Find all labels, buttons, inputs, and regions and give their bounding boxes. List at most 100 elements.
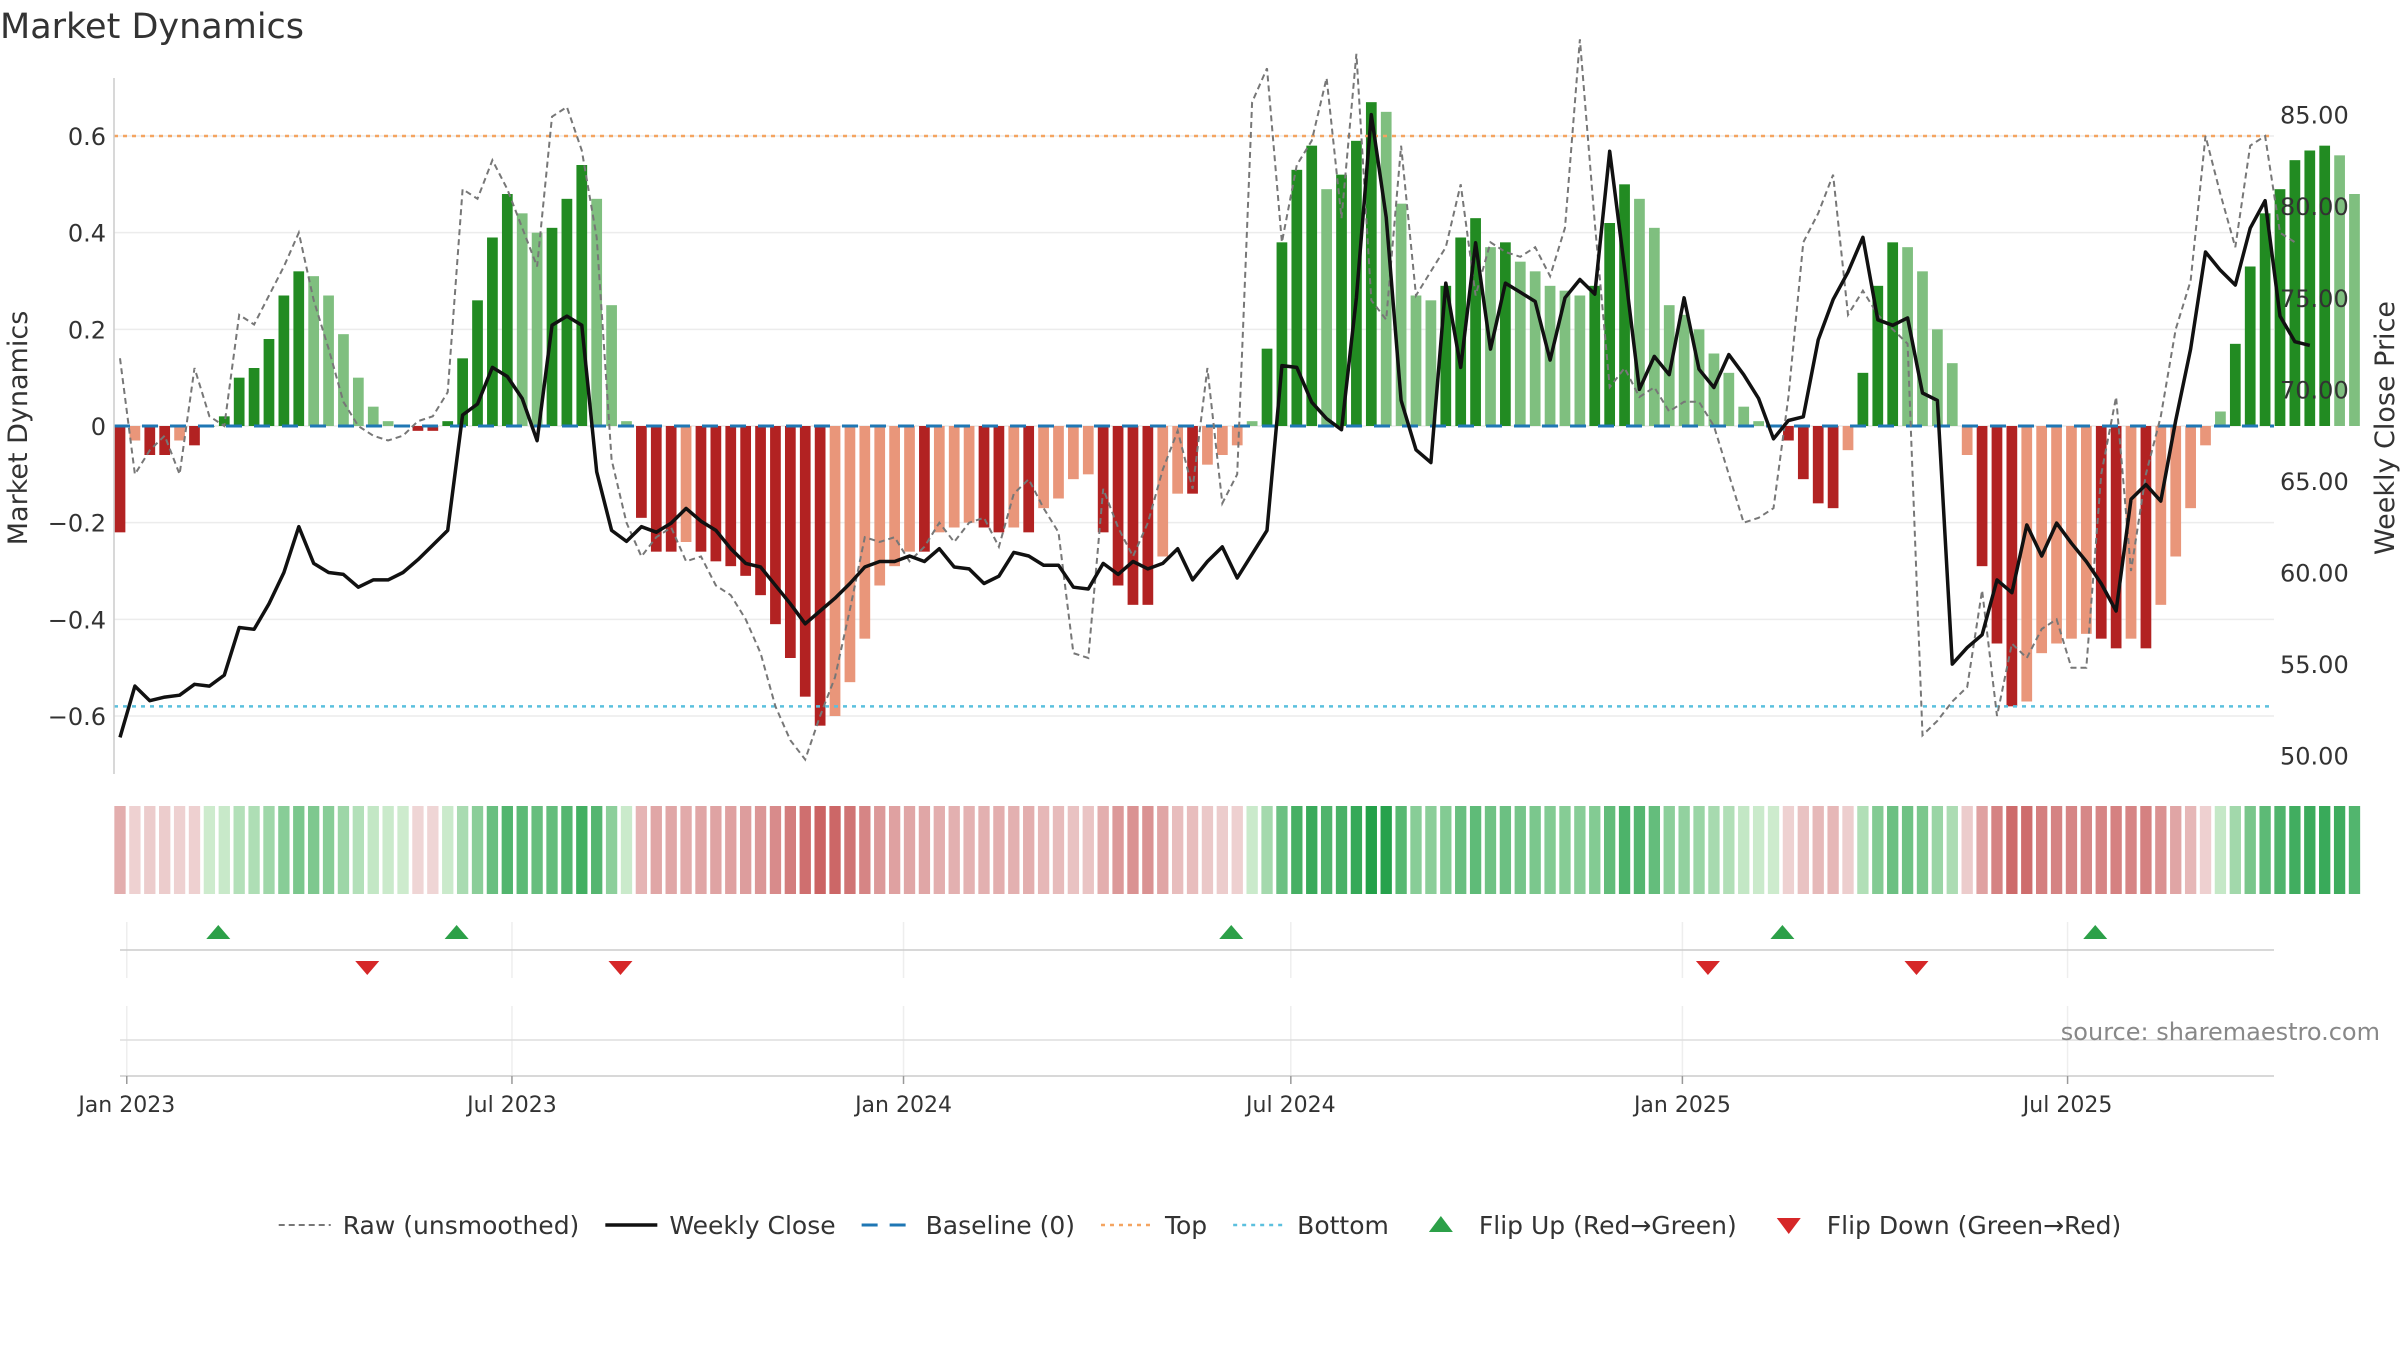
flip-up-marker (1770, 925, 1795, 939)
momentum-bar (293, 271, 305, 426)
momentum-bar (218, 416, 230, 426)
momentum-bar (1172, 426, 1184, 494)
regime-cell (1916, 806, 1929, 894)
regime-cell (382, 806, 394, 894)
momentum-bar (114, 426, 126, 533)
regime-cell (1499, 806, 1512, 894)
momentum-bar (2110, 426, 2122, 649)
momentum-bar (2244, 266, 2256, 426)
regime-cell (665, 806, 677, 894)
momentum-bar (1380, 111, 1392, 426)
momentum-bar (1112, 426, 1124, 586)
x-axis: Jan 2023 Jul 2023 Jan 2024 Jul 2024 Jan 2025… (76, 1076, 2112, 1118)
momentum-bar (367, 406, 379, 426)
momentum-bar (1068, 426, 1079, 480)
regime-cell (263, 806, 275, 894)
y-tick-label: −0.2 (48, 510, 106, 538)
regime-cell (2304, 806, 2316, 894)
legend-label: Top (1164, 1211, 1207, 1240)
momentum-bar (1187, 426, 1198, 494)
legend-item-top: Top (1100, 1211, 1207, 1240)
y2-tick-label: 75.00 (2280, 285, 2349, 313)
regime-cell (1827, 806, 1839, 894)
momentum-bar (1917, 271, 1928, 426)
y2-tick-label: 80.00 (2280, 193, 2349, 221)
regime-cell (888, 806, 901, 894)
momentum-bar (859, 426, 871, 639)
regime-cell (1350, 806, 1363, 894)
momentum-bar (1887, 242, 1899, 426)
regime-cell (2140, 806, 2152, 894)
momentum-bar (323, 295, 334, 426)
regime-cell (1514, 806, 1526, 894)
y-tick-label: 0.4 (68, 220, 106, 248)
regime-cell (1738, 806, 1750, 894)
regime-cell (456, 806, 469, 894)
regime-cell (2021, 806, 2033, 894)
momentum-bar (2095, 426, 2107, 639)
legend-label: Weekly Close (669, 1211, 835, 1240)
regime-cell (591, 806, 603, 894)
momentum-bar (1216, 426, 1228, 455)
regime-cell (1097, 806, 1109, 894)
regime-cell (1112, 806, 1124, 894)
regime-cell (173, 806, 186, 894)
momentum-bar (1038, 426, 1049, 509)
regime-cell (814, 806, 826, 894)
x-tick-label: Jul 2024 (1244, 1093, 1336, 1118)
momentum-bar (1589, 285, 1601, 426)
regime-cell (1678, 806, 1690, 894)
momentum-bar (2289, 160, 2301, 426)
regime-cell (307, 806, 320, 894)
regime-cell (844, 806, 856, 894)
y-tick-label: 0.2 (68, 316, 106, 344)
momentum-bar (2066, 426, 2077, 639)
regime-cell (1782, 806, 1795, 894)
regime-cell (1395, 806, 1407, 894)
momentum-bar (919, 426, 930, 552)
momentum-bar (933, 426, 945, 533)
momentum-bar (1425, 300, 1437, 426)
regime-cell (859, 806, 871, 894)
regime-cell (2348, 806, 2361, 894)
momentum-bar (2304, 150, 2316, 426)
legend-item-flipdown: Flip Down (Green→Red) (1776, 1211, 2121, 1240)
legend-item-bottom: Bottom (1233, 1211, 1389, 1240)
momentum-bar (650, 426, 662, 552)
x-tick-label: Jan 2023 (76, 1093, 175, 1118)
y2-tick-label: 65.00 (2280, 468, 2349, 496)
series-lines (118, 39, 2311, 762)
momentum-bar (2319, 145, 2331, 426)
momentum-bar (1827, 426, 1839, 509)
regime-cell (754, 806, 767, 894)
momentum-bar (159, 426, 171, 455)
momentum-bar (591, 198, 603, 426)
momentum-bar (2125, 426, 2137, 639)
regime-cell (978, 806, 990, 894)
momentum-bar (963, 426, 975, 523)
regime-cell (546, 806, 558, 894)
momentum-bar (1455, 237, 1467, 426)
y-tick-label: 0.6 (68, 123, 106, 151)
regime-cell (1127, 806, 1139, 894)
momentum-bar (784, 426, 796, 658)
regime-cell (352, 806, 365, 894)
momentum-bar (248, 368, 260, 426)
momentum-bar (2170, 426, 2182, 557)
regime-cell (1991, 806, 2003, 894)
regime-cell (412, 806, 424, 894)
regime-cell (486, 806, 499, 894)
regime-cell (710, 806, 722, 894)
flip-up-marker (2083, 925, 2108, 939)
momentum-bar (1365, 102, 1377, 427)
regime-cell (1291, 806, 1303, 894)
regime-cell (248, 806, 260, 894)
regime-cell (2155, 806, 2167, 894)
momentum-bar (993, 426, 1005, 533)
regime-cell (1023, 806, 1035, 894)
momentum-bar (1976, 426, 1988, 567)
momentum-bar (829, 426, 841, 716)
regime-cell (1261, 806, 1273, 894)
flip-down-marker (1904, 961, 1929, 975)
momentum-bar (1902, 247, 1913, 426)
